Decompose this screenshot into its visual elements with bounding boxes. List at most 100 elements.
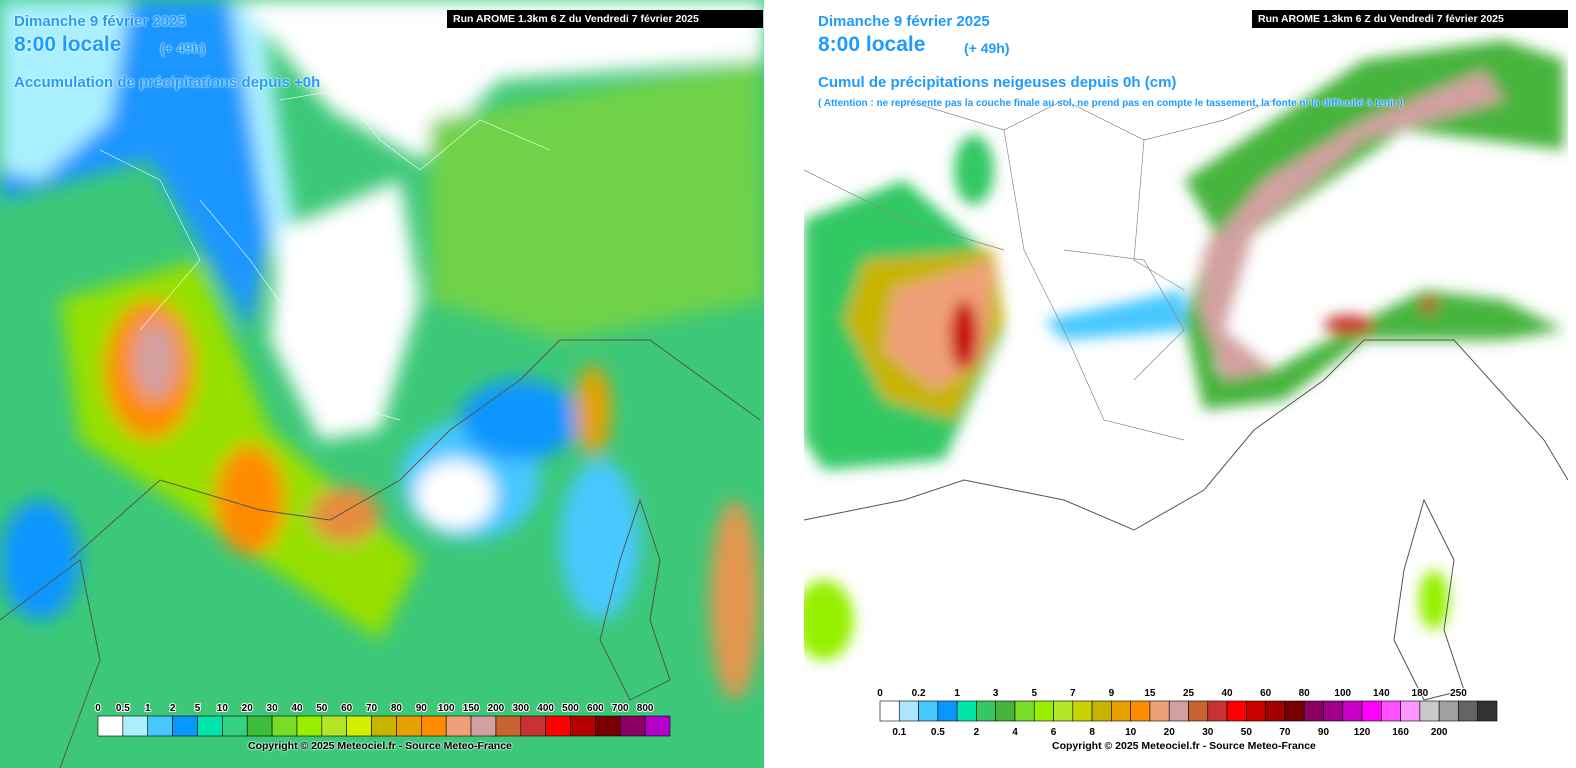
- legend-label: 25: [1183, 688, 1195, 699]
- legend-swatch: [122, 715, 149, 737]
- legend-label: 400: [537, 703, 554, 714]
- legend-swatch: [644, 715, 671, 737]
- legend-swatch: [296, 715, 323, 737]
- legend-label: 0.5: [931, 727, 945, 738]
- legend-label: 120: [1354, 727, 1371, 738]
- legend-swatch: [937, 700, 958, 722]
- legend-swatch: [1207, 700, 1228, 722]
- legend-swatch: [147, 715, 173, 737]
- precip-map-panel: Dimanche 9 février 2025 8:00 locale (+ 4…: [0, 0, 764, 768]
- legend-swatch: [1361, 700, 1382, 722]
- legend-label: 600: [587, 703, 604, 714]
- legend-swatch: [1265, 700, 1286, 722]
- legend-label: 40: [291, 703, 303, 714]
- legend-label: 10: [217, 703, 229, 714]
- legend-swatch: [1400, 700, 1421, 722]
- legend-label: 20: [1164, 727, 1176, 738]
- legend-label: 5: [195, 703, 201, 714]
- legend-label: 5: [1031, 688, 1037, 699]
- legend-swatch: [995, 700, 1016, 722]
- legend-label: 250: [1450, 688, 1467, 699]
- legend-label: 100: [1334, 688, 1351, 699]
- legend-swatch: [371, 715, 397, 737]
- legend-swatch: [421, 715, 447, 737]
- legend-label: 200: [1431, 727, 1448, 738]
- legend-swatch: [495, 715, 522, 737]
- date: Dimanche 9 février 2025: [818, 13, 990, 30]
- legend-label: 70: [366, 703, 378, 714]
- legend-label: 80: [391, 703, 403, 714]
- legend-label: 50: [1241, 727, 1253, 738]
- legend-swatch: [1014, 700, 1035, 722]
- legend-label: 100: [438, 703, 455, 714]
- legend-label: 20: [242, 703, 254, 714]
- legend-swatch: [172, 715, 198, 737]
- date: Dimanche 9 février 2025: [14, 13, 186, 30]
- legend-label: 60: [341, 703, 353, 714]
- legend-swatch: [222, 715, 248, 737]
- legend-swatch: [1033, 700, 1054, 722]
- legend-swatch: [1226, 700, 1247, 722]
- legend-swatch: [1168, 700, 1189, 722]
- legend-label: 80: [1299, 688, 1311, 699]
- legend-swatch: [1458, 700, 1479, 722]
- legend-label: 2: [974, 727, 980, 738]
- legend-label: 0: [877, 688, 883, 699]
- legend-swatch: [619, 715, 646, 737]
- legend-swatch: [570, 715, 596, 737]
- legend-label: 30: [267, 703, 279, 714]
- legend-label: 50: [316, 703, 328, 714]
- legend-swatch: [246, 715, 273, 737]
- legend-swatch: [545, 715, 571, 737]
- legend-swatch: [898, 700, 919, 722]
- legend-label: 90: [416, 703, 428, 714]
- legend-label: 2: [170, 703, 176, 714]
- legend-swatch: [520, 715, 546, 737]
- legend-label: 180: [1412, 688, 1429, 699]
- run-info: Run AROME 1.3km 6 Z du Vendredi 7 févrie…: [1252, 10, 1568, 28]
- legend-swatch: [1072, 700, 1093, 722]
- snow-map: [804, 0, 1568, 768]
- legend-swatch: [346, 715, 372, 737]
- legend-label: 0.1: [892, 727, 906, 738]
- legend-label: 3: [993, 688, 999, 699]
- legend-label: 70: [1279, 727, 1291, 738]
- legend-swatch: [445, 715, 472, 737]
- legend-label: 7: [1070, 688, 1076, 699]
- legend-swatch: [1149, 700, 1170, 722]
- legend-swatch: [956, 700, 977, 722]
- legend-swatch: [1188, 700, 1209, 722]
- legend-label: 0.5: [116, 703, 130, 714]
- legend-label: 500: [562, 703, 579, 714]
- legend-label: 150: [463, 703, 480, 714]
- legend-swatch: [918, 700, 939, 722]
- legend-label: 15: [1144, 688, 1156, 699]
- subtitle: Cumul de précipitations neigeuses depuis…: [818, 74, 1177, 91]
- run-info: Run AROME 1.3km 6 Z du Vendredi 7 févrie…: [447, 10, 763, 28]
- warning-note: ( Attention : ne représente pas la couch…: [818, 98, 1403, 109]
- legend-label: 160: [1392, 727, 1409, 738]
- legend-swatch: [1381, 700, 1401, 722]
- legend-label: 200: [488, 703, 505, 714]
- legend-swatch: [321, 715, 347, 737]
- color-legend: 0 0.2 1 3 5 7 9 15 25 40 60 80 100 140 180 250 0.1 0.5 2 4 6…: [876, 687, 1498, 739]
- legend-swatch: [879, 700, 900, 722]
- color-legend: 0 0.5 1 2 5 10 20 30 40 50 60 70 80 90 100 150 200 300 400…: [94, 702, 671, 737]
- legend-label: 90: [1318, 727, 1330, 738]
- legend-swatch: [1284, 700, 1305, 722]
- legend-label: 1: [145, 703, 151, 714]
- legend-label: 40: [1222, 688, 1234, 699]
- legend-swatch: [1477, 700, 1498, 722]
- legend-label: 6: [1051, 727, 1057, 738]
- legend-swatch: [197, 715, 223, 737]
- legend-label: 800: [637, 703, 654, 714]
- legend-swatch: [1130, 700, 1151, 722]
- legend-swatch: [271, 715, 298, 737]
- legend-swatch: [396, 715, 422, 737]
- lead-time: (+ 49h): [964, 40, 1010, 56]
- legend-swatch: [976, 700, 996, 722]
- legend-label: 1: [954, 688, 960, 699]
- legend-label: 10: [1125, 727, 1137, 738]
- legend-label: 4: [1012, 727, 1018, 738]
- legend-label: 8: [1089, 727, 1095, 738]
